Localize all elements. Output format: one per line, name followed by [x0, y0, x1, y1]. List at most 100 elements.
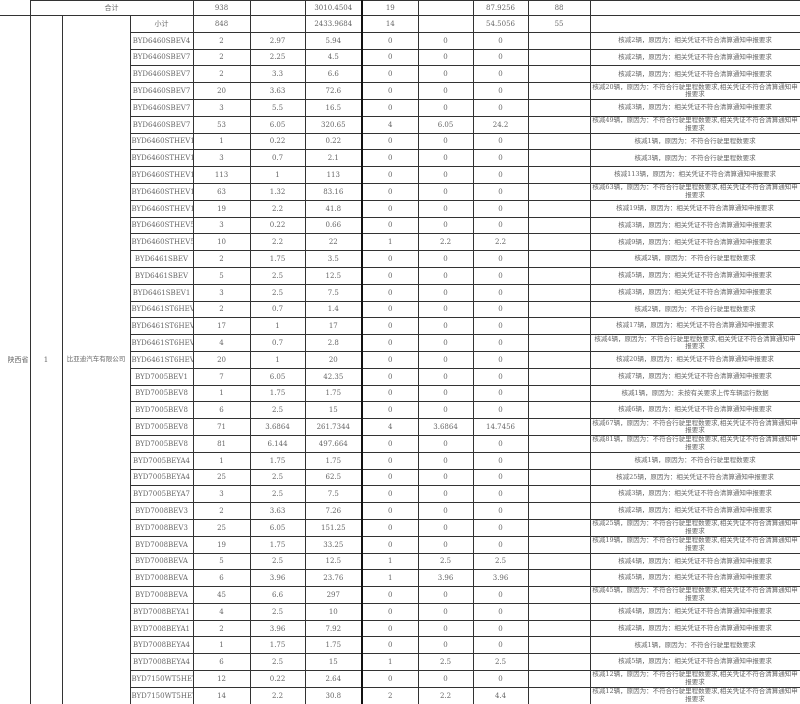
amount-cell: 22: [304, 233, 363, 252]
count-cell: 71: [192, 418, 251, 436]
cut-count-cell: 0: [361, 48, 419, 67]
count-cell: 3: [192, 216, 251, 235]
count-cell: 25: [192, 468, 251, 487]
price-cell: 2.97: [249, 31, 306, 50]
cut-price-cell: 2.5: [417, 653, 474, 672]
cut-price-cell: 0: [417, 502, 474, 520]
amount-cell: 1.75: [304, 636, 363, 655]
price-cell: 2.2: [249, 686, 306, 704]
count-cell: 2: [192, 65, 251, 84]
extra-cell: [527, 317, 591, 336]
cut-amount-cell: 2.5: [472, 552, 529, 571]
cut-count-cell: 0: [361, 166, 419, 184]
cut-price-cell: 0: [417, 451, 474, 470]
cut-count-cell: 0: [361, 334, 419, 352]
remark-cell: 核减81辆，原因为：不符合行驶里程数要求,相关凭证不符合清算通知申报要求: [589, 434, 800, 453]
amount-cell: 0.66: [304, 216, 363, 235]
province-cell: 陕西省: [0, 15, 31, 704]
cut-price-cell: 0: [417, 367, 474, 386]
cut-count-cell: 0: [361, 384, 419, 403]
cut-amount-cell: 0: [472, 434, 529, 453]
price-cell: 3.96: [249, 569, 306, 588]
price-cell: 2.5: [249, 468, 306, 487]
total-cut-price: [417, 0, 474, 16]
cut-count-cell: 0: [361, 65, 419, 84]
price-cell: 2.5: [249, 266, 306, 285]
cut-price-cell: 0: [417, 199, 474, 218]
remark-cell: 核减2辆，原因为：相关凭证不符合清算通知申报要求: [589, 619, 800, 638]
cut-count-cell: 0: [361, 502, 419, 520]
cut-count-cell: 0: [361, 586, 419, 604]
cut-count-cell: 0: [361, 199, 419, 218]
cut-count-cell: 0: [361, 149, 419, 168]
model-cell: BYD7008BEYA4: [129, 636, 194, 655]
price-cell: 3.96: [249, 619, 306, 638]
amount-cell: 1.75: [304, 451, 363, 470]
cut-amount-cell: 0: [472, 317, 529, 336]
model-cell: BYD7005BEYA4: [129, 451, 194, 470]
remark-cell: 核减1辆，原因为：不符合行驶里程数要求: [589, 451, 800, 470]
amount-cell: 10: [304, 602, 363, 621]
table-row: BYD6461ST6HEV 17 1 17 0 0 0 核减17辆，原因为：相关凭证不符合清算…: [0, 317, 800, 336]
count-cell: 25: [192, 518, 251, 537]
price-cell: 2.5: [249, 401, 306, 420]
model-cell: BYD6460STHEV10: [129, 132, 194, 151]
price-cell: 2.5: [249, 485, 306, 504]
extra-cell: [527, 434, 591, 453]
cut-price-cell: 3.96: [417, 569, 474, 588]
cut-amount-cell: 2.2: [472, 233, 529, 252]
cut-amount-cell: 0: [472, 367, 529, 386]
count-cell: 20: [192, 82, 251, 100]
amount-cell: 30.8: [304, 686, 363, 704]
cut-amount-cell: 0: [472, 384, 529, 403]
amount-cell: 151.25: [304, 518, 363, 537]
amount-cell: 62.5: [304, 468, 363, 487]
count-cell: 2: [192, 48, 251, 67]
amount-cell: 0.22: [304, 132, 363, 151]
amount-cell: 2.1: [304, 149, 363, 168]
amount-cell: 72.6: [304, 82, 363, 100]
model-cell: BYD7008BEYA1: [129, 619, 194, 638]
count-cell: 6: [192, 653, 251, 672]
price-cell: 1: [249, 350, 306, 369]
remark-cell: 核减2辆，原因为：相关凭证不符合清算通知申报要求: [589, 65, 800, 84]
count-cell: 63: [192, 182, 251, 201]
cut-count-cell: 0: [361, 434, 419, 453]
total-label: 合计: [29, 0, 194, 16]
remark-cell: 核减2辆，原因为：不符合行驶里程数要求: [589, 300, 800, 319]
cut-price-cell: 2.2: [417, 686, 474, 704]
table-row: BYD7008BEV3 25 6.05 151.25 0 0 0 核减25辆，原因为：不符合行…: [0, 518, 800, 537]
cut-amount-cell: 0: [472, 48, 529, 67]
table-row: BYD6460SBEV4 2 2.97 5.94 0 0 0 核减2辆，原因为：相关凭证不符合…: [0, 31, 800, 50]
extra-cell: [527, 283, 591, 302]
total-row: 合计 938 3010.4504 19 87.9256 88: [0, 0, 800, 16]
extra-cell: [527, 182, 591, 201]
subtotal-row: 陕西省 1 比亚迪汽车有限公司 小计 848 2433.9684 14 54.5…: [0, 15, 800, 704]
cut-amount-cell: 0: [472, 401, 529, 420]
amount-cell: 83.16: [304, 182, 363, 201]
subtotal-count: 848: [192, 15, 251, 33]
cut-count-cell: 0: [361, 485, 419, 504]
price-cell: 1.75: [249, 451, 306, 470]
price-cell: 3.3: [249, 65, 306, 84]
model-cell: BYD7005BEYA7: [129, 485, 194, 504]
cut-count-cell: 1: [361, 233, 419, 252]
price-cell: 1.75: [249, 535, 306, 554]
price-cell: 1.75: [249, 250, 306, 268]
extra-cell: [527, 199, 591, 218]
total-cut-amount: 87.9256: [472, 0, 529, 16]
price-cell: 2.5: [249, 602, 306, 621]
table-row: BYD7008BEYA1 4 2.5 10 0 0 0 核减4辆，原因为：相关凭证不符合清算通…: [0, 602, 800, 621]
price-cell: 3.63: [249, 82, 306, 100]
price-cell: 2.25: [249, 48, 306, 67]
company-cell: 比亚迪汽车有限公司: [61, 15, 131, 704]
extra-cell: [527, 266, 591, 285]
table-row: BYD7008BEVA 5 2.5 12.5 1 2.5 2.5 核减4辆，原因为：相关凭证不…: [0, 552, 800, 571]
extra-cell: [527, 233, 591, 252]
model-cell: BYD7008BEV3: [129, 518, 194, 537]
cut-amount-cell: 0: [472, 468, 529, 487]
extra-cell: [527, 569, 591, 588]
price-cell: 0.22: [249, 216, 306, 235]
remark-cell: 核减5辆，原因为：相关凭证不符合清算通知申报要求: [589, 569, 800, 588]
extra-cell: [527, 518, 591, 537]
